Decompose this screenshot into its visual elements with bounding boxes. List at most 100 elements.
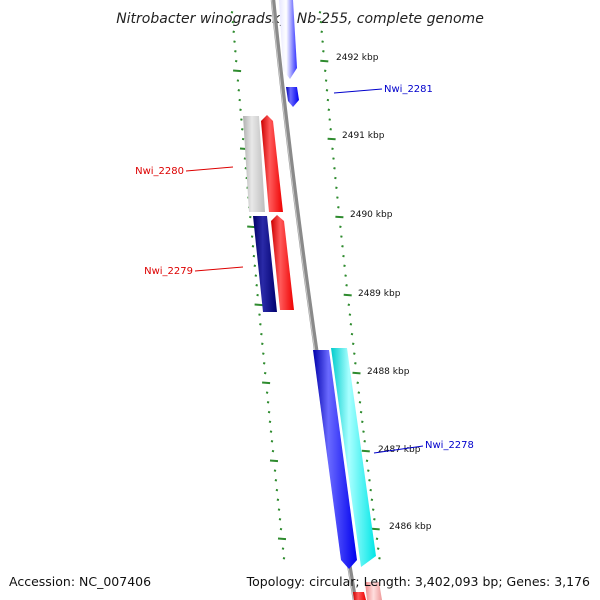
minor-tick: [258, 313, 261, 316]
minor-tick: [266, 401, 270, 404]
leader-line-nwi-2279: [194, 266, 244, 272]
major-tick: [335, 215, 344, 219]
minor-tick: [320, 30, 323, 34]
minor-tick: [282, 557, 286, 560]
gene-pink-bottom: [365, 582, 382, 600]
minor-tick: [276, 498, 280, 502]
minor-tick: [251, 245, 255, 248]
minor-tick: [256, 293, 259, 297]
minor-tick: [326, 98, 330, 102]
minor-tick: [343, 264, 346, 268]
minor-tick: [371, 508, 375, 511]
major-tick: [352, 371, 361, 375]
minor-tick: [254, 274, 258, 277]
gene-label-nwi-2281[interactable]: Nwi_2281: [384, 84, 433, 95]
minor-tick: [334, 176, 337, 180]
minor-tick: [339, 225, 342, 229]
minor-tick: [370, 498, 374, 502]
minor-tick: [333, 167, 336, 170]
major-tick: [247, 225, 256, 229]
gene-label-nwi-2278[interactable]: Nwi_2278: [425, 440, 474, 451]
major-tick: [254, 303, 263, 307]
minor-tick: [255, 284, 258, 287]
kbp-label: 2489 kbp: [358, 289, 401, 299]
minor-tick: [325, 89, 329, 92]
kbp-label: 2491 kbp: [342, 131, 385, 141]
minor-tick: [378, 557, 381, 560]
minor-tick: [318, 11, 322, 14]
minor-tick: [354, 362, 357, 365]
minor-tick: [336, 196, 339, 199]
gene-nwi-2280: [261, 115, 283, 212]
minor-tick: [365, 459, 369, 463]
minor-tick: [363, 440, 366, 443]
inner-tick-ring: [318, 11, 381, 560]
minor-tick: [273, 469, 277, 472]
minor-tick: [329, 128, 332, 131]
minor-tick: [262, 352, 265, 355]
minor-tick: [327, 108, 331, 112]
minor-tick: [349, 323, 353, 326]
minor-tick: [241, 137, 245, 141]
gene-label-nwi-2279[interactable]: Nwi_2279: [144, 266, 193, 277]
minor-tick: [359, 410, 363, 414]
minor-tick: [357, 391, 361, 394]
minor-tick: [234, 59, 238, 63]
minor-tick: [332, 157, 335, 160]
gene-blue-large: [313, 350, 357, 569]
gene-label-nwi-2280[interactable]: Nwi_2280: [135, 166, 184, 177]
major-tick: [320, 59, 329, 63]
minor-tick: [368, 479, 371, 482]
minor-tick: [270, 440, 274, 443]
minor-tick: [342, 254, 345, 258]
gene-red-bottom: [353, 592, 366, 600]
minor-tick: [319, 20, 323, 24]
minor-tick: [367, 469, 370, 472]
leader-line-nwi-2280: [185, 166, 234, 172]
minor-tick: [331, 147, 334, 151]
major-tick: [262, 381, 271, 385]
minor-tick: [237, 89, 241, 92]
minor-tick: [321, 40, 324, 43]
major-tick: [361, 449, 370, 453]
minor-tick: [249, 215, 252, 219]
minor-tick: [335, 186, 338, 190]
minor-tick: [277, 508, 281, 511]
minor-tick: [348, 313, 352, 316]
minor-tick: [345, 284, 348, 287]
minor-tick: [238, 98, 241, 102]
kbp-label: 2488 kbp: [367, 367, 410, 377]
minor-tick: [351, 342, 355, 346]
minor-tick: [252, 254, 256, 258]
minor-tick: [268, 420, 272, 424]
minor-tick: [373, 518, 376, 521]
gene-grey: [243, 116, 265, 212]
minor-tick: [369, 488, 372, 492]
minor-tick: [278, 518, 282, 521]
minor-tick: [250, 235, 254, 238]
minor-tick: [362, 430, 365, 433]
minor-tick: [241, 128, 244, 131]
minor-tick: [262, 362, 266, 365]
minor-tick: [253, 264, 257, 268]
minor-tick: [233, 40, 236, 43]
major-tick: [233, 69, 242, 73]
minor-tick: [261, 342, 264, 346]
kbp-label: 2486 kbp: [389, 522, 432, 532]
minor-tick: [259, 323, 262, 326]
minor-tick: [353, 352, 356, 355]
minor-tick: [274, 479, 278, 482]
minor-tick: [240, 118, 243, 121]
minor-tick: [328, 118, 331, 121]
kbp-label: 2490 kbp: [350, 210, 393, 220]
minor-tick: [275, 488, 279, 492]
minor-tick: [344, 274, 347, 277]
major-tick: [327, 137, 336, 141]
minor-tick: [375, 537, 379, 541]
minor-tick: [230, 11, 234, 14]
minor-tick: [347, 303, 351, 307]
minor-tick: [263, 371, 267, 375]
major-tick: [269, 459, 279, 463]
gene-blue-top: [279, 0, 297, 79]
